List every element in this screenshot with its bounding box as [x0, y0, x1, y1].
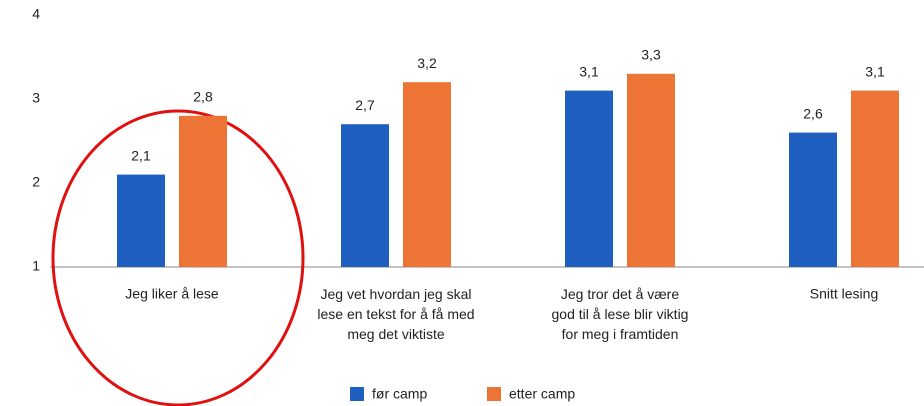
y-tick-label: 2 [32, 174, 40, 190]
bar [341, 124, 389, 267]
bar [403, 82, 451, 267]
bar [789, 132, 837, 267]
bar [851, 90, 899, 267]
x-tick-label: Jeg tror det å være god til å lese blir v… [552, 286, 689, 342]
x-tick-label: Jeg vet hvordan jeg skal lese en tekst fo… [317, 286, 474, 342]
value-label: 3,1 [865, 63, 885, 79]
legend-swatch [350, 387, 364, 401]
x-tick-label: Snitt lesing [810, 286, 878, 302]
x-tick-label: Jeg liker å lese [125, 286, 219, 302]
bar [117, 174, 165, 267]
y-tick-label: 1 [32, 258, 40, 274]
y-tick-label: 3 [32, 90, 40, 106]
value-label: 3,2 [417, 55, 437, 71]
bar [627, 73, 675, 267]
value-label: 2,1 [131, 147, 151, 163]
value-label: 2,6 [803, 105, 823, 121]
value-label: 2,7 [355, 97, 375, 113]
value-label: 3,3 [641, 47, 661, 63]
value-label: 2,8 [193, 89, 213, 105]
legend-label: før camp [372, 386, 427, 402]
bar [565, 90, 613, 267]
legend-swatch [487, 387, 501, 401]
bar [179, 115, 227, 267]
legend-label: etter camp [509, 386, 575, 402]
value-label: 3,1 [579, 63, 599, 79]
y-tick-label: 4 [32, 6, 40, 22]
highlight-circle [51, 109, 305, 406]
